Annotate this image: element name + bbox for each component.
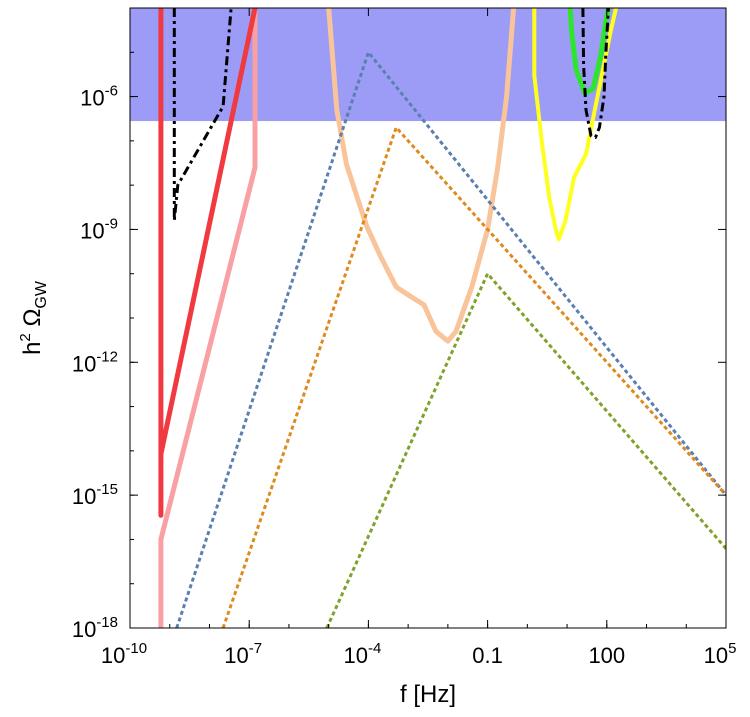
- series-line-4: [326, 8, 517, 344]
- y-tick-label-1: 10-6: [80, 83, 118, 111]
- x-tick-label-6: 105: [704, 640, 737, 668]
- x-tick-label-2: 10-7: [224, 640, 262, 668]
- shaded-region: [130, 8, 726, 122]
- series-line-3: [172, 8, 233, 222]
- x-tick-label-4: 0.1: [472, 643, 503, 668]
- series-line-1: [158, 8, 258, 628]
- series-line-9: [221, 126, 726, 628]
- series-line-2: [158, 8, 258, 518]
- series-line-7: [581, 8, 610, 139]
- series-line-10: [325, 272, 726, 628]
- y-tick-label-5: 10-18: [72, 614, 118, 642]
- y-axis-label: h2 ΩGW: [17, 280, 50, 355]
- y-tick-label-3: 10-12: [72, 348, 118, 376]
- tick-layer: 10-10 10-7 10-4 0.1 100 105 10-6 10-9 10-12 10-15…: [72, 7, 737, 668]
- series-line-5: [532, 8, 618, 242]
- y-tick-label-4: 10-15: [72, 481, 118, 509]
- series-layer: [158, 8, 726, 628]
- x-axis-label: f [Hz]: [400, 681, 456, 708]
- x-tick-label-5: 100: [588, 643, 625, 668]
- shaded-region-layer: [130, 8, 726, 122]
- series-line-6: [567, 8, 611, 96]
- x-tick-label-1: 10-10: [101, 640, 147, 668]
- y-tick-label-2: 10-9: [80, 215, 118, 243]
- x-tick-label-3: 10-4: [343, 640, 381, 668]
